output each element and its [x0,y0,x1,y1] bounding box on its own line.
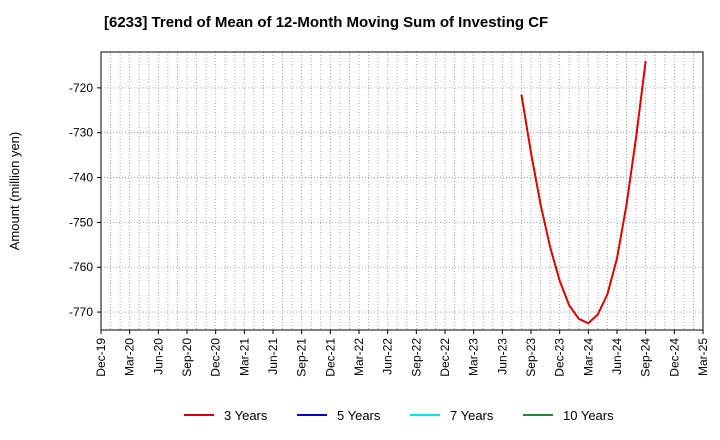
y-tick-label: -750 [69,215,93,229]
x-axis: Dec-19 Mar-20 Jun-20 Sep-20 Dec-20 Mar-21 Jun-… [94,330,710,377]
x-tick-label: Jun-21 [266,338,280,375]
y-tick-label: -740 [69,171,93,185]
series-line-3-years [520,60,647,325]
x-tick-label: Dec-24 [667,338,681,377]
y-axis-label: Amount (million yen) [7,132,22,251]
x-tick-label: Mar-23 [467,338,481,376]
x-tick-label: Dec-19 [94,338,108,377]
x-tick-label: Jun-23 [495,338,509,375]
x-tick-label: Sep-22 [409,338,423,377]
x-tick-label: Jun-24 [610,338,624,375]
plot-area [100,51,704,331]
x-tick-label: Sep-21 [295,338,309,377]
x-tick-label: Mar-24 [581,338,595,376]
y-tick-label: -720 [69,81,93,95]
legend-label: 5 Years [337,408,381,423]
x-tick-label: Mar-20 [123,338,137,376]
y-tick-label: -770 [69,305,93,319]
series-layer [520,60,647,325]
x-tick-label: Mar-25 [696,338,710,376]
x-tick-label: Sep-23 [524,338,538,377]
x-tick-label: Sep-20 [180,338,194,377]
grid [100,52,704,330]
legend-label: 7 Years [450,408,494,423]
x-tick-label: Jun-22 [381,338,395,375]
x-tick-label: Sep-24 [639,338,653,377]
chart-title: [6233] Trend of Mean of 12-Month Moving … [104,14,549,31]
x-tick-label: Mar-21 [237,338,251,376]
x-tick-label: Dec-22 [438,338,452,377]
x-tick-label: Dec-23 [553,338,567,377]
x-tick-label: Jun-20 [151,338,165,375]
x-tick-label: Mar-22 [352,338,366,376]
x-tick-label: Dec-20 [209,338,223,377]
y-axis: -720 -730 -740 -750 -760 -770 [69,81,101,319]
y-tick-label: -730 [69,126,93,140]
legend-label: 3 Years [224,408,268,423]
legend: 3 Years 5 Years 7 Years 10 Years [184,408,614,423]
legend-label: 10 Years [563,408,614,423]
x-tick-label: Dec-21 [323,338,337,377]
y-tick-label: -760 [69,260,93,274]
